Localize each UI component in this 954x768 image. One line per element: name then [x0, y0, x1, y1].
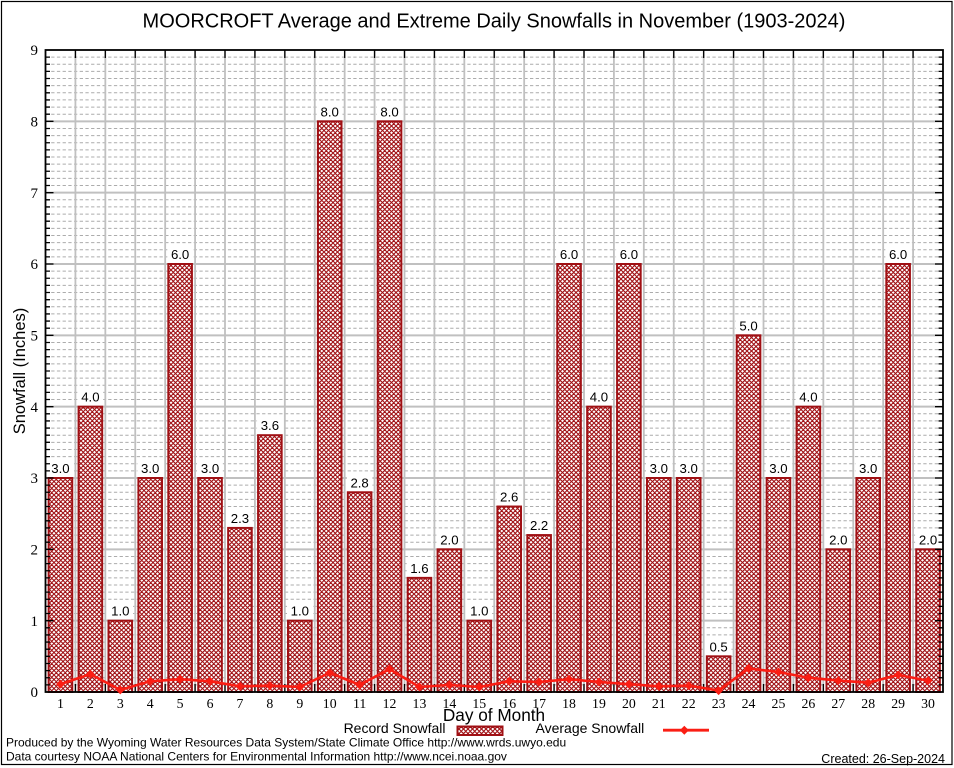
svg-text:3.0: 3.0: [51, 461, 69, 476]
svg-text:3.0: 3.0: [680, 461, 698, 476]
svg-text:5: 5: [31, 329, 39, 345]
svg-text:MOORCROFT Average and Extreme: MOORCROFT Average and Extreme Daily Snow…: [143, 10, 846, 32]
svg-text:6.0: 6.0: [171, 247, 189, 262]
svg-text:3: 3: [117, 696, 124, 711]
svg-text:1.0: 1.0: [291, 604, 309, 619]
svg-text:1: 1: [57, 696, 64, 711]
svg-text:4: 4: [31, 400, 39, 416]
svg-text:5.0: 5.0: [739, 318, 757, 333]
svg-text:25: 25: [772, 696, 786, 711]
svg-text:20: 20: [622, 696, 636, 711]
svg-text:5: 5: [177, 696, 184, 711]
svg-text:21: 21: [652, 696, 666, 711]
svg-text:16: 16: [502, 696, 516, 711]
svg-text:1: 1: [31, 614, 39, 630]
svg-text:24: 24: [742, 696, 756, 711]
svg-text:9: 9: [31, 43, 39, 59]
svg-text:4.0: 4.0: [590, 390, 608, 405]
svg-text:2.8: 2.8: [350, 475, 368, 490]
svg-text:26: 26: [801, 696, 815, 711]
svg-text:7: 7: [237, 696, 244, 711]
svg-text:Average Snowfall: Average Snowfall: [536, 720, 645, 736]
svg-text:Created: 26-Sep-2024: Created: 26-Sep-2024: [821, 752, 945, 766]
svg-text:Record Snowfall: Record Snowfall: [344, 720, 446, 736]
svg-text:4: 4: [147, 696, 154, 711]
svg-text:27: 27: [831, 696, 845, 711]
svg-text:3.0: 3.0: [769, 461, 787, 476]
svg-text:2.0: 2.0: [440, 532, 458, 547]
svg-text:22: 22: [682, 696, 696, 711]
svg-text:Snowfall (Inches): Snowfall (Inches): [11, 308, 29, 435]
svg-text:8: 8: [31, 115, 39, 131]
svg-text:6.0: 6.0: [889, 247, 907, 262]
svg-text:6: 6: [207, 696, 214, 711]
svg-text:14: 14: [442, 696, 456, 711]
svg-text:2.6: 2.6: [500, 490, 518, 505]
svg-text:3.0: 3.0: [141, 461, 159, 476]
svg-text:18: 18: [562, 696, 576, 711]
svg-text:17: 17: [532, 696, 546, 711]
svg-text:Data courtesy NOAA National Ce: Data courtesy NOAA National Centers for …: [6, 749, 507, 763]
svg-text:15: 15: [472, 696, 486, 711]
svg-text:6.0: 6.0: [620, 247, 638, 262]
svg-text:2.3: 2.3: [231, 511, 249, 526]
svg-text:0.5: 0.5: [709, 639, 727, 654]
svg-text:0: 0: [31, 685, 39, 701]
svg-text:7: 7: [31, 186, 39, 202]
svg-text:6: 6: [31, 257, 39, 273]
svg-text:28: 28: [861, 696, 875, 711]
svg-text:2.2: 2.2: [530, 518, 548, 533]
svg-text:29: 29: [891, 696, 905, 711]
svg-text:3.0: 3.0: [859, 461, 877, 476]
svg-text:Produced by the Wyoming Water: Produced by the Wyoming Water Resources …: [6, 735, 566, 749]
svg-text:11: 11: [353, 696, 366, 711]
svg-text:10: 10: [323, 696, 337, 711]
svg-text:8: 8: [266, 696, 273, 711]
svg-text:2: 2: [31, 543, 39, 559]
svg-text:19: 19: [592, 696, 606, 711]
svg-text:4.0: 4.0: [81, 390, 99, 405]
svg-text:2: 2: [87, 696, 94, 711]
svg-text:3.6: 3.6: [261, 418, 279, 433]
svg-text:2.0: 2.0: [919, 532, 937, 547]
svg-text:8.0: 8.0: [321, 104, 339, 119]
svg-text:1.0: 1.0: [111, 604, 129, 619]
svg-text:3.0: 3.0: [650, 461, 668, 476]
svg-text:23: 23: [712, 696, 726, 711]
svg-text:1.0: 1.0: [470, 604, 488, 619]
svg-text:9: 9: [296, 696, 303, 711]
svg-text:3: 3: [31, 471, 39, 487]
svg-text:30: 30: [921, 696, 935, 711]
svg-text:4.0: 4.0: [799, 390, 817, 405]
svg-text:6.0: 6.0: [560, 247, 578, 262]
svg-text:12: 12: [383, 696, 397, 711]
svg-text:1.6: 1.6: [410, 561, 428, 576]
svg-text:Day of Month: Day of Month: [443, 705, 545, 725]
svg-text:8.0: 8.0: [380, 104, 398, 119]
svg-text:3.0: 3.0: [201, 461, 219, 476]
svg-text:13: 13: [413, 696, 427, 711]
svg-text:2.0: 2.0: [829, 532, 847, 547]
